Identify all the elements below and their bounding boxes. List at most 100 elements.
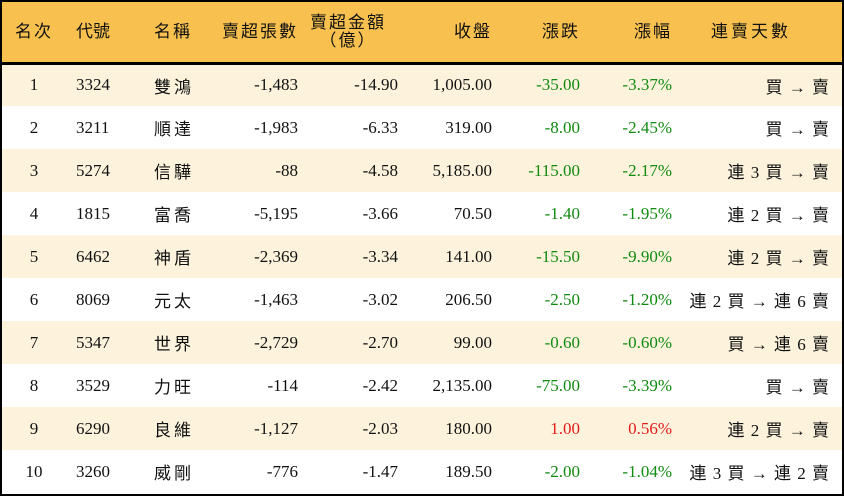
cell-code: 5347 [76,332,110,352]
cell-rank: 4 [29,203,39,223]
cell-code: 5274 [76,160,110,180]
cell-net-sell-lots: -2,729 [254,332,298,352]
cell-name: 力旺 [154,378,194,397]
cell-net-sell-amount: -4.58 [362,160,398,180]
cell-change: -75.00 [536,375,580,395]
cell-consecutive-days: 連 2 買 → 賣 [727,421,830,440]
cell-close: 319.00 [445,117,492,137]
cell-net-sell-lots: -776 [266,461,298,481]
header-net-sell-amount-line2: （億） [319,30,377,50]
cell-name: 神盾 [154,249,194,268]
cell-code: 3260 [76,461,110,481]
cell-code: 6462 [76,246,110,266]
cell-close: 206.50 [445,289,492,309]
cell-code: 3211 [76,117,110,137]
cell-change: -2.50 [544,289,580,309]
cell-close: 1,005.00 [432,75,493,95]
header-net-sell-amount: 賣超金額 （億） [298,2,398,65]
cell-change: -35.00 [536,75,580,95]
cell-name: 順達 [154,120,194,139]
cell-close: 99.00 [453,332,492,352]
cell-close: 70.50 [453,203,492,223]
table-row: 8 3529 力旺 -114 -2.42 2,135.00 -75.00 -3.39% 買 → … [2,364,842,407]
cell-net-sell-amount: -1.47 [362,461,398,481]
cell-change-pct: 0.56% [628,418,672,438]
cell-rank: 6 [29,289,39,309]
cell-name: 威剛 [154,464,194,483]
table-row: 2 3211 順達 -1,983 -6.33 319.00 -8.00 -2.45% 買 → 賣 [2,106,842,149]
cell-name: 信驊 [154,163,194,182]
cell-net-sell-lots: -5,195 [254,203,298,223]
cell-close: 2,135.00 [432,375,493,395]
cell-change-pct: -3.37% [622,75,672,95]
table-row: 5 6462 神盾 -2,369 -3.34 141.00 -15.50 -9.90% 連 2 … [2,235,842,278]
cell-code: 3324 [76,75,110,95]
cell-net-sell-lots: -2,369 [254,246,298,266]
cell-name: 富喬 [154,206,194,225]
cell-rank: 9 [29,418,39,438]
cell-net-sell-lots: -1,983 [254,117,298,137]
cell-consecutive-days: 連 3 買 → 連 2 賣 [689,464,830,483]
cell-net-sell-amount: -2.03 [362,418,398,438]
header-change: 漲跌 [492,2,580,65]
cell-change-pct: -2.45% [622,117,672,137]
cell-name: 良維 [154,421,194,440]
cell-code: 3529 [76,375,110,395]
cell-rank: 1 [29,75,39,95]
header-rank: 名次 [2,2,66,65]
cell-net-sell-amount: -6.33 [362,117,398,137]
header-net-sell-amount-line1: 賣超金額 [310,12,386,32]
cell-code: 6290 [76,418,110,438]
header-name: 名稱 [130,2,204,65]
cell-net-sell-amount: -14.90 [354,75,398,95]
table-body: 1 3324 雙鴻 -1,483 -14.90 1,005.00 -35.00 -3.37% 買… [2,63,842,493]
cell-net-sell-amount: -3.34 [362,246,398,266]
cell-rank: 3 [29,160,39,180]
table-header-row: 名次 代號 名稱 賣超張數 賣超金額 （億） 收盤 漲跌 漲幅 連賣天數 [2,2,842,65]
cell-net-sell-amount: -3.66 [362,203,398,223]
cell-consecutive-days: 買 → 賣 [765,378,830,397]
cell-change-pct: -0.60% [622,332,672,352]
cell-change-pct: -9.90% [622,246,672,266]
cell-change: -115.00 [528,160,580,180]
cell-rank: 8 [29,375,39,395]
cell-consecutive-days: 買 → 連 6 賣 [727,335,830,354]
cell-change-pct: -2.17% [622,160,672,180]
cell-net-sell-lots: -1,127 [254,418,298,438]
cell-close: 141.00 [445,246,492,266]
cell-net-sell-lots: -1,463 [254,289,298,309]
cell-net-sell-amount: -2.42 [362,375,398,395]
cell-rank: 5 [29,246,39,266]
cell-rank: 10 [25,461,43,481]
cell-consecutive-days: 連 3 買 → 賣 [727,163,830,182]
cell-change: -1.40 [544,203,580,223]
header-net-sell-lots: 賣超張數 [204,2,298,65]
cell-consecutive-days: 買 → 賣 [765,120,830,139]
header-code: 代號 [66,2,130,65]
cell-change-pct: -1.95% [622,203,672,223]
cell-change: 1.00 [550,418,580,438]
header-close: 收盤 [398,2,492,65]
header-consecutive-days: 連賣天數 [672,2,842,65]
cell-net-sell-lots: -88 [275,160,298,180]
header-change-pct: 漲幅 [580,2,672,65]
cell-consecutive-days: 連 2 買 → 連 6 賣 [689,292,830,311]
table-row: 3 5274 信驊 -88 -4.58 5,185.00 -115.00 -2.17% 連 3 … [2,149,842,192]
cell-net-sell-lots: -114 [267,375,298,395]
cell-consecutive-days: 連 2 買 → 賣 [727,206,830,225]
table-row: 1 3324 雙鴻 -1,483 -14.90 1,005.00 -35.00 -3.37% 買… [2,63,842,106]
table-row: 10 3260 威剛 -776 -1.47 189.50 -2.00 -1.04% 連 3 買 … [2,450,842,493]
cell-net-sell-lots: -1,483 [254,75,298,95]
cell-close: 180.00 [445,418,492,438]
cell-code: 1815 [76,203,110,223]
cell-net-sell-amount: -2.70 [362,332,398,352]
cell-rank: 7 [29,332,39,352]
table-row: 9 6290 良維 -1,127 -2.03 180.00 1.00 0.56% 連 2 買 →… [2,407,842,450]
cell-close: 5,185.00 [432,160,493,180]
cell-change-pct: -3.39% [622,375,672,395]
cell-change: -15.50 [536,246,580,266]
cell-rank: 2 [29,117,39,137]
cell-close: 189.50 [445,461,492,481]
